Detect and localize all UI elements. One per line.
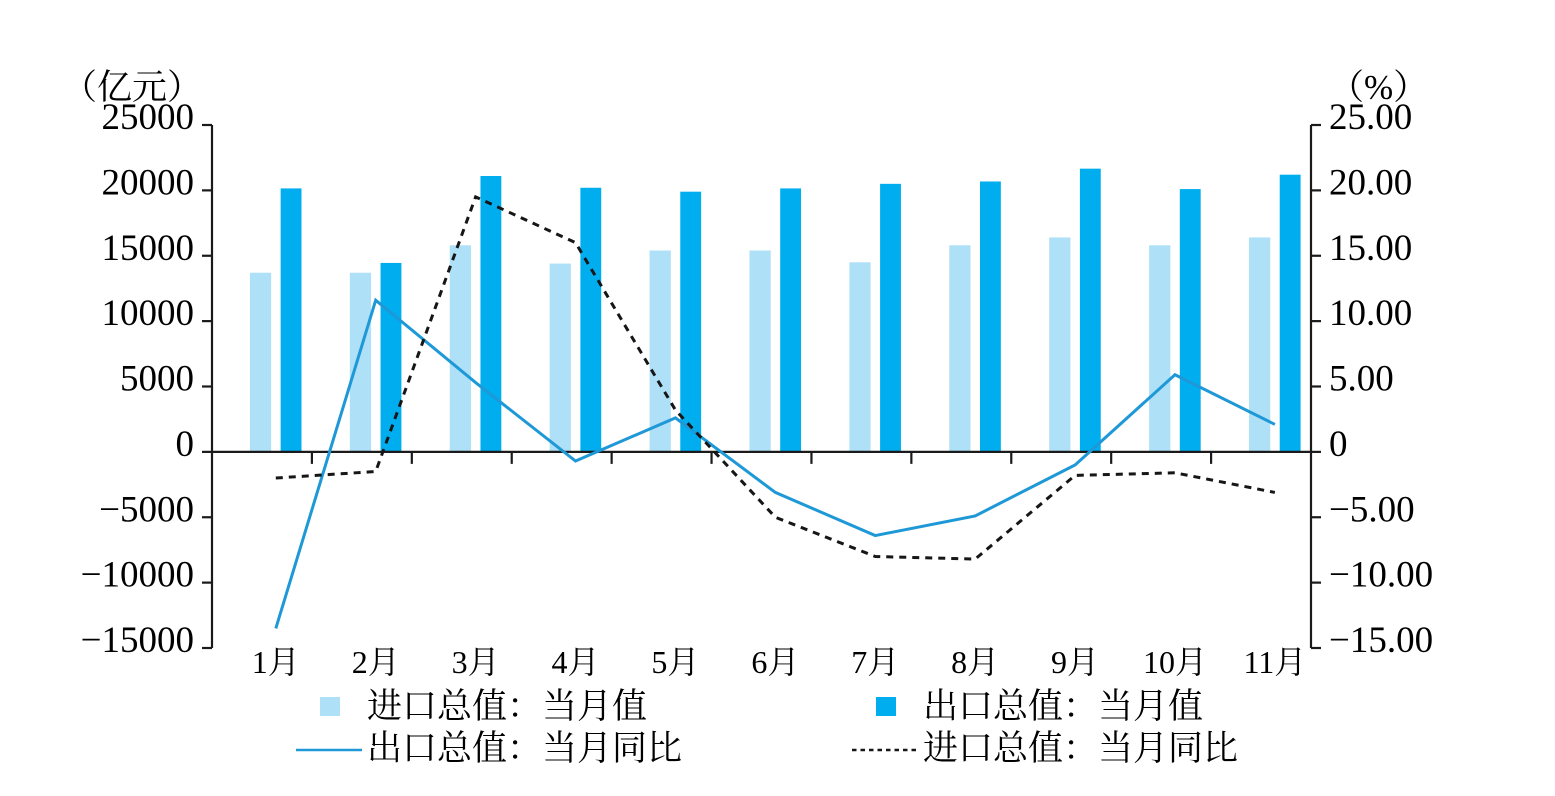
svg-text:−5.00: −5.00: [1329, 489, 1415, 530]
svg-text:3月: 3月: [452, 644, 500, 680]
svg-text:出口总值：当月同比: 出口总值：当月同比: [367, 729, 682, 768]
svg-text:6月: 6月: [751, 644, 799, 680]
svg-text:出口总值：当月值: 出口总值：当月值: [923, 687, 1203, 726]
svg-text:8月: 8月: [951, 644, 999, 680]
svg-text:10月: 10月: [1143, 644, 1207, 680]
svg-text:5000: 5000: [120, 359, 194, 400]
svg-text:进口总值：当月值: 进口总值：当月值: [367, 687, 647, 726]
svg-text:7月: 7月: [851, 644, 899, 680]
svg-text:9月: 9月: [1051, 644, 1099, 680]
svg-text:（%）: （%）: [1329, 68, 1428, 107]
svg-text:1月: 1月: [252, 644, 300, 680]
svg-text:4月: 4月: [552, 644, 600, 680]
svg-text:−15.00: −15.00: [1329, 620, 1433, 661]
svg-text:进口总值：当月同比: 进口总值：当月同比: [923, 729, 1238, 768]
svg-text:−10000: −10000: [81, 555, 194, 596]
svg-text:20.00: 20.00: [1329, 162, 1412, 203]
svg-text:−15000: −15000: [81, 620, 194, 661]
svg-text:0: 0: [176, 424, 195, 465]
svg-text:11月: 11月: [1243, 644, 1306, 680]
svg-text:−5000: −5000: [99, 489, 194, 530]
svg-text:5月: 5月: [651, 644, 699, 680]
svg-text:15.00: 15.00: [1329, 228, 1412, 269]
svg-text:−10.00: −10.00: [1329, 555, 1433, 596]
svg-text:（亿元）: （亿元）: [62, 68, 202, 107]
svg-text:20000: 20000: [102, 162, 195, 203]
svg-text:5.00: 5.00: [1329, 359, 1394, 400]
svg-text:0: 0: [1329, 424, 1348, 465]
svg-text:10000: 10000: [102, 293, 195, 334]
svg-text:10.00: 10.00: [1329, 293, 1412, 334]
svg-text:2月: 2月: [352, 644, 400, 680]
svg-text:15000: 15000: [102, 228, 195, 269]
